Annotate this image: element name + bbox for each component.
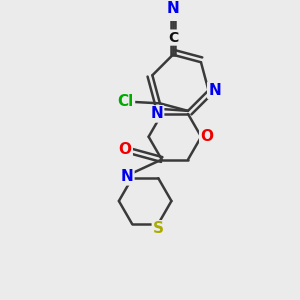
- Text: N: N: [167, 1, 179, 16]
- Text: O: O: [119, 142, 132, 157]
- Text: C: C: [168, 31, 178, 45]
- Text: N: N: [208, 83, 221, 98]
- Text: O: O: [200, 129, 213, 144]
- Text: S: S: [153, 221, 164, 236]
- Text: Cl: Cl: [118, 94, 134, 110]
- Text: N: N: [121, 169, 134, 184]
- Text: N: N: [150, 106, 163, 122]
